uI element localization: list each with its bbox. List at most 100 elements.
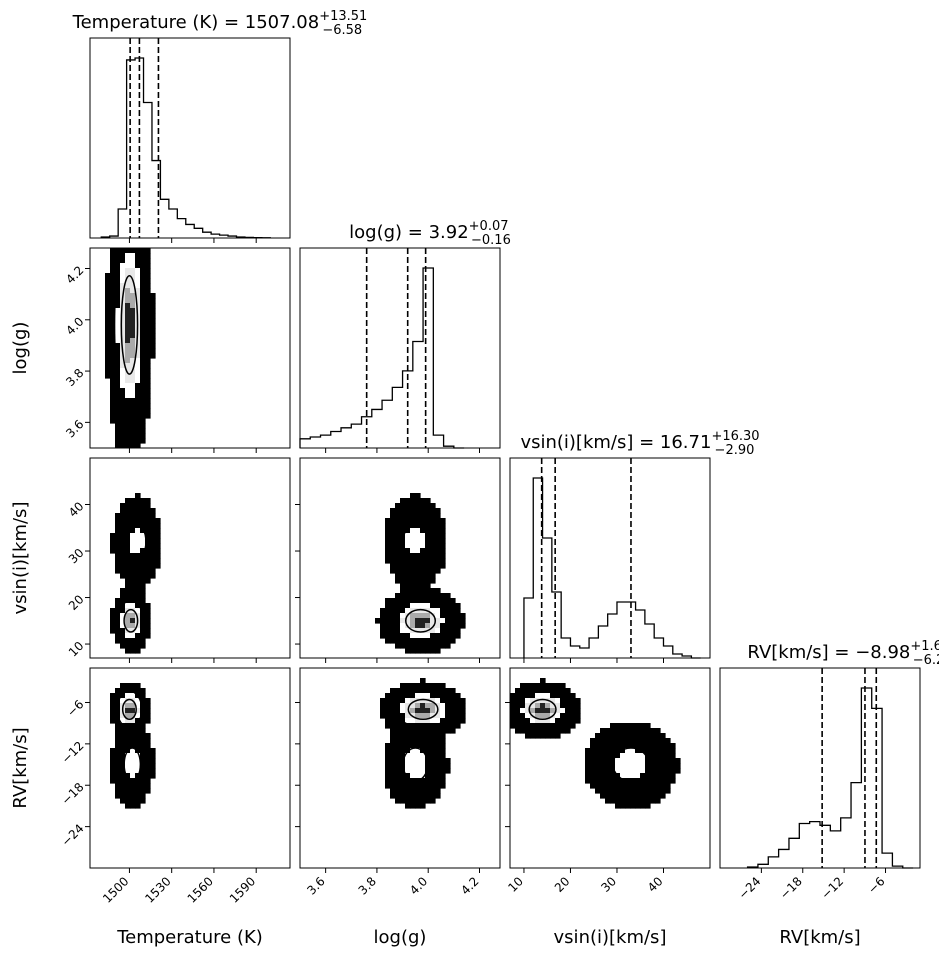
density-cell (655, 768, 661, 774)
density-cell (655, 743, 661, 749)
density-cell (130, 573, 136, 579)
density-cell (630, 723, 636, 729)
density-cell (445, 708, 451, 714)
density-cell (380, 608, 386, 614)
density-cell (145, 568, 151, 574)
contour-line (402, 523, 429, 561)
density-cell (425, 583, 431, 589)
density-cell (115, 748, 121, 754)
density-cell (390, 558, 396, 564)
density-cell (620, 763, 626, 769)
density-cell (410, 643, 416, 649)
density-cell (120, 433, 126, 439)
density-cell (130, 338, 136, 344)
density-cell (135, 423, 141, 429)
density-cell (125, 743, 131, 749)
density-cell (415, 708, 421, 714)
density-cell (570, 698, 576, 704)
density-cell (520, 728, 526, 734)
density-cell (120, 258, 126, 264)
density-cell (410, 788, 416, 794)
density-cell (145, 773, 151, 779)
density-cell (565, 693, 571, 699)
density-cell (115, 778, 121, 784)
density-cell (440, 543, 446, 549)
density-cell (650, 753, 656, 759)
density-cell (125, 363, 131, 369)
density-cell (430, 733, 436, 739)
density-cell (550, 693, 556, 699)
density-cell (145, 543, 151, 549)
density-cell (400, 773, 406, 779)
density-cell (430, 763, 436, 769)
density-cell (115, 558, 121, 564)
density-cell (130, 683, 136, 689)
density-cell (425, 573, 431, 579)
density-cell (400, 618, 406, 624)
density-cell (635, 783, 641, 789)
density-cell (615, 763, 621, 769)
density-cell (385, 633, 391, 639)
density-cell (140, 603, 146, 609)
density-cell (120, 423, 126, 429)
density-cell (400, 778, 406, 784)
density-cell (645, 738, 651, 744)
density-cell (390, 638, 396, 644)
density-cell (635, 803, 641, 809)
density-cell (430, 628, 436, 634)
density-cell (145, 738, 151, 744)
density-cell (130, 418, 136, 424)
density-cell (545, 708, 551, 714)
density-cell (635, 723, 641, 729)
density-cell (130, 393, 136, 399)
density-cell (140, 763, 146, 769)
density-cell (140, 423, 146, 429)
density-cell (615, 758, 621, 764)
density-cell (130, 388, 136, 394)
density-cell (575, 703, 581, 709)
density-cell (110, 258, 116, 264)
density-cell (540, 723, 546, 729)
density-cell (115, 548, 121, 554)
density-cell (110, 373, 116, 379)
density-cell (445, 638, 451, 644)
density-cell (110, 753, 116, 759)
density-cell (150, 298, 156, 304)
density-cell (120, 278, 126, 284)
density-cell (415, 758, 421, 764)
density-cell (400, 573, 406, 579)
density-cell (145, 303, 151, 309)
density-cell (420, 533, 426, 539)
density-cell (125, 718, 131, 724)
density-cell (545, 683, 551, 689)
density-cell (120, 318, 126, 324)
density-cell (115, 528, 121, 534)
density-cell (135, 388, 141, 394)
density-cell (145, 353, 151, 359)
density-cell (655, 763, 661, 769)
density-cell (605, 763, 611, 769)
y-axis-label: log(g) (10, 322, 31, 375)
density-cell (660, 788, 666, 794)
y-axis-label: RV[km/s] (10, 727, 31, 808)
density-cell (425, 743, 431, 749)
density-cell (135, 603, 141, 609)
density-cell (140, 513, 146, 519)
density-cell (410, 573, 416, 579)
density-cell (425, 593, 431, 599)
density-cell (380, 698, 386, 704)
density-cell (130, 768, 136, 774)
density-cell (440, 548, 446, 554)
density-cell (640, 738, 646, 744)
density-cell (425, 773, 431, 779)
density-cell (435, 608, 441, 614)
density-cell (550, 733, 556, 739)
density-cell (125, 588, 131, 594)
density-cell (385, 693, 391, 699)
density-cell (590, 778, 596, 784)
density-cell (390, 778, 396, 784)
density-cell (130, 408, 136, 414)
density-cell (125, 698, 131, 704)
density-cell (655, 748, 661, 754)
density-cell (145, 253, 151, 259)
